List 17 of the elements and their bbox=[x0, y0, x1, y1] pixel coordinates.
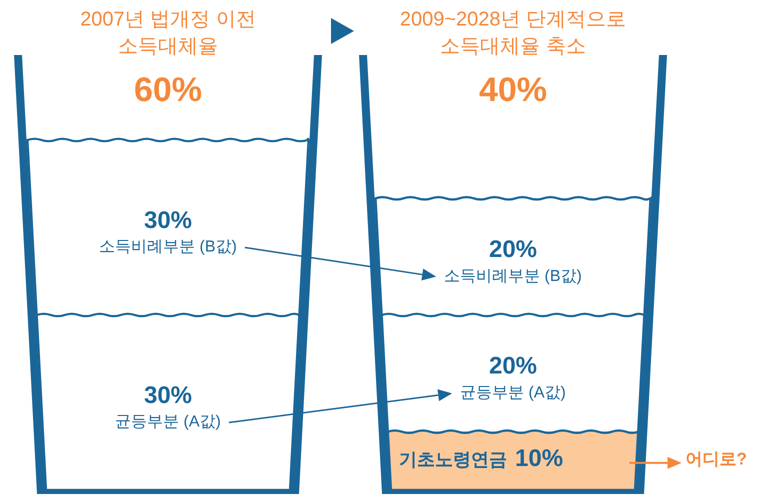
category-label: 소득대체율 bbox=[118, 35, 218, 58]
annotation: 소득비례부분 (B값) bbox=[444, 268, 582, 285]
annotation: 어디로? bbox=[686, 449, 747, 468]
category-label: 소득대체율 축소 bbox=[440, 35, 586, 58]
annotation: 60% bbox=[134, 70, 202, 109]
value-label: 10% bbox=[515, 445, 564, 472]
annotation: 균등부분 (A값) bbox=[460, 384, 566, 402]
category-label: 2009~2028년 단계적으로 bbox=[400, 8, 626, 30]
value-label: 20% bbox=[488, 236, 538, 263]
annotation: 균등부분 (A값) bbox=[115, 414, 221, 431]
value-label: 30% bbox=[144, 206, 192, 234]
annotation: 기초노령연금 bbox=[399, 450, 507, 470]
annotation: 40% bbox=[478, 70, 548, 109]
category-label: 2007년 법개정 이전 bbox=[80, 8, 256, 30]
value-label: 30% bbox=[144, 382, 192, 409]
value-label: 20% bbox=[488, 352, 538, 380]
annotation: 소득비례부분 (B값) bbox=[99, 238, 237, 256]
